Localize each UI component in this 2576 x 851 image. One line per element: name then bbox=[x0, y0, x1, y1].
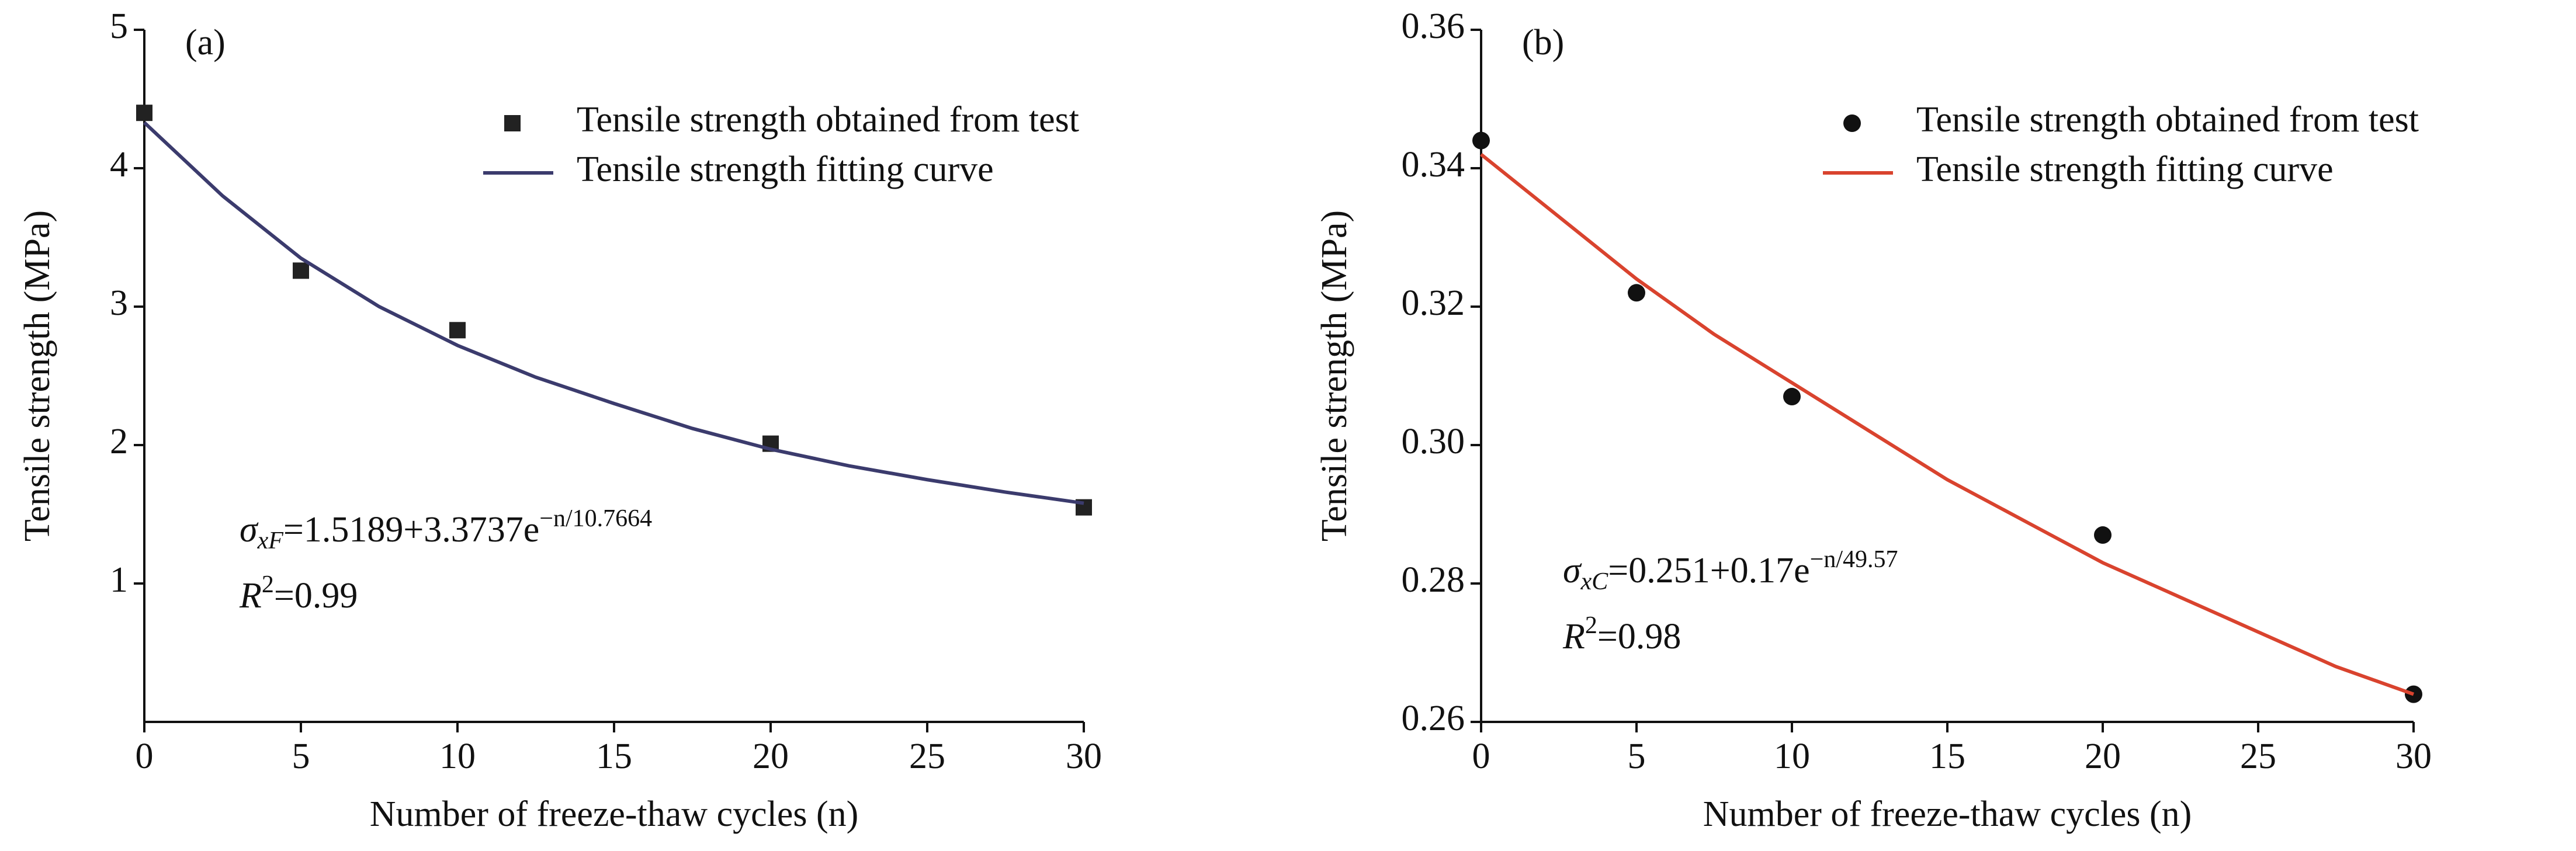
y-axis-label: Tensile strength (MPa) bbox=[18, 210, 57, 541]
data-point bbox=[1472, 131, 1490, 150]
data-point bbox=[293, 262, 309, 279]
legend-label: Tensile strength fitting curve bbox=[1916, 150, 2334, 189]
x-tick-label: 10 bbox=[439, 737, 476, 776]
y-tick-label: 0.32 bbox=[1402, 283, 1465, 323]
y-axis-label: Tensile strength (MPa) bbox=[1315, 210, 1354, 541]
y-tick-label: 0.30 bbox=[1402, 422, 1465, 461]
data-point bbox=[136, 105, 152, 121]
x-axis-label: Number of freeze-thaw cycles (n) bbox=[370, 794, 859, 834]
x-tick-label: 30 bbox=[2395, 737, 2432, 776]
x-tick-label: 5 bbox=[1628, 737, 1646, 776]
x-tick-label: 5 bbox=[292, 737, 310, 776]
x-tick-label: 20 bbox=[2085, 737, 2121, 776]
x-tick-label: 25 bbox=[909, 737, 945, 776]
y-tick-label: 0.26 bbox=[1402, 699, 1465, 738]
y-tick-label: 1 bbox=[110, 560, 128, 600]
eq-symbol: σ bbox=[1563, 551, 1582, 591]
y-tick-label: 3 bbox=[110, 283, 128, 323]
r2-body: =0.99 bbox=[274, 576, 358, 616]
panel-label: (a) bbox=[185, 23, 226, 62]
legend-label: Tensile strength fitting curve bbox=[577, 150, 994, 189]
x-tick-label: 0 bbox=[136, 737, 154, 776]
x-axis-label: Number of freeze-thaw cycles (n) bbox=[1703, 794, 2192, 834]
data-point bbox=[1783, 388, 1801, 406]
eq-sup: −n/10.7664 bbox=[539, 505, 652, 532]
data-point bbox=[1628, 284, 1645, 302]
r2-body: =0.98 bbox=[1597, 617, 1681, 657]
r2-sup: 2 bbox=[262, 571, 274, 598]
x-tick-label: 30 bbox=[1066, 737, 1102, 776]
y-tick-label: 4 bbox=[110, 145, 128, 185]
panel: 0 5 10 15 20 25 30 1 2 3 4 5 Number of freeze-thaw c… bbox=[18, 6, 1102, 834]
data-point bbox=[449, 322, 466, 339]
x-tick-label: 15 bbox=[1929, 737, 1965, 776]
eq-body: =0.251+0.17e bbox=[1608, 551, 1809, 591]
y-tick-label: 2 bbox=[110, 422, 128, 461]
legend-label: Tensile strength obtained from test bbox=[1916, 100, 2419, 140]
y-tick-label: 0.36 bbox=[1402, 6, 1465, 46]
eq-symbol: σ bbox=[240, 510, 259, 550]
fit-curve bbox=[1480, 152, 2415, 696]
eq-sub: xF bbox=[257, 527, 284, 554]
panel-label: (b) bbox=[1522, 23, 1564, 62]
r-squared: R2=0.99 bbox=[239, 571, 358, 616]
panel: 0 5 10 15 20 25 30 0.26 0.28 0.30 0.32 0.34 0.36 Numb… bbox=[1315, 6, 2432, 834]
legend-label: Tensile strength obtained from test bbox=[577, 100, 1079, 140]
x-tick-label: 10 bbox=[1774, 737, 1810, 776]
x-tick-label: 15 bbox=[596, 737, 632, 776]
r2-symbol: R bbox=[239, 576, 262, 616]
r-squared: R2=0.98 bbox=[1562, 612, 1681, 657]
equation: σxC=0.251+0.17e−n/49.57 bbox=[1563, 546, 1898, 595]
r2-sup: 2 bbox=[1585, 612, 1597, 639]
fit-curve bbox=[143, 121, 1084, 505]
legend-marker bbox=[1843, 114, 1861, 132]
y-tick-label: 0.34 bbox=[1402, 145, 1465, 185]
eq-sup: −n/49.57 bbox=[1810, 546, 1898, 573]
data-point bbox=[2094, 526, 2112, 544]
r2-symbol: R bbox=[1562, 617, 1585, 657]
legend-marker bbox=[504, 115, 521, 131]
eq-body: =1.5189+3.3737e bbox=[283, 510, 539, 550]
x-tick-label: 0 bbox=[1472, 737, 1490, 776]
y-tick-label: 5 bbox=[110, 6, 128, 46]
y-tick-label: 0.28 bbox=[1402, 560, 1465, 600]
x-tick-label: 20 bbox=[753, 737, 789, 776]
eq-sub: xC bbox=[1580, 568, 1609, 595]
equation: σxF=1.5189+3.3737e−n/10.7664 bbox=[240, 505, 652, 554]
x-tick-label: 25 bbox=[2240, 737, 2276, 776]
